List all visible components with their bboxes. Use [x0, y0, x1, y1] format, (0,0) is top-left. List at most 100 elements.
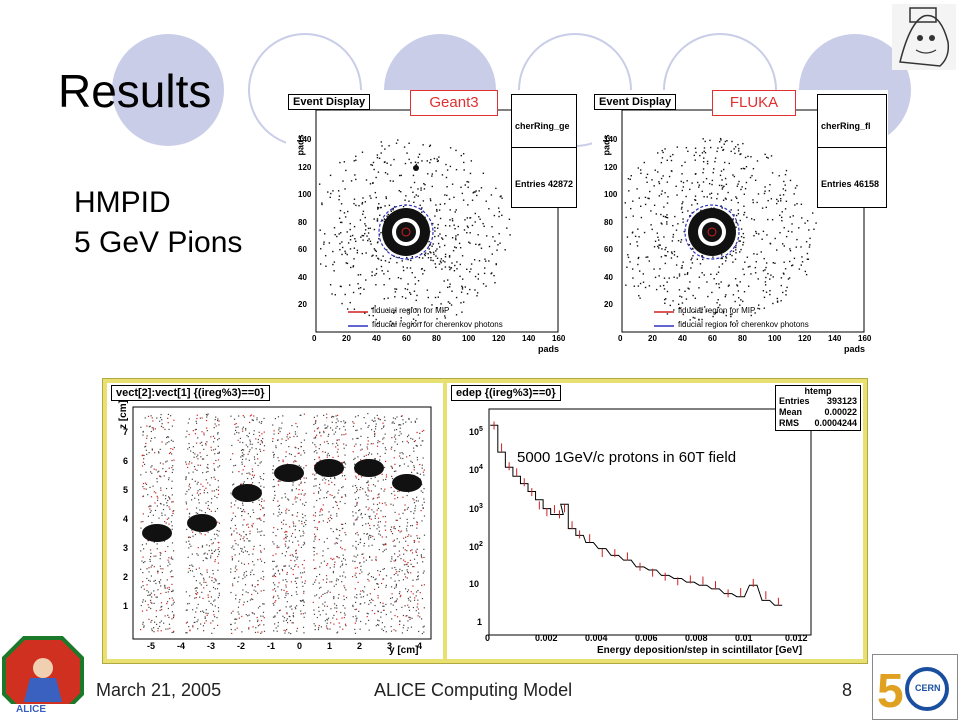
hit-point: [161, 441, 163, 443]
hit-point: [405, 615, 407, 617]
hit-point: [673, 276, 675, 278]
hit-point: [333, 564, 336, 566]
hit-point: [775, 249, 778, 251]
hit-point: [244, 511, 246, 513]
hit-point: [336, 451, 339, 453]
hit-point: [272, 465, 274, 467]
hit-point: [332, 250, 334, 253]
hit-point: [158, 475, 161, 477]
hit-point: [467, 204, 469, 206]
hit-point: [211, 490, 213, 492]
hit-point: [399, 431, 401, 433]
hit-point: [393, 470, 396, 473]
hit-point: [195, 512, 197, 514]
hit-point: [171, 525, 173, 527]
hit-point: [715, 311, 718, 314]
hit-point: [384, 260, 387, 262]
hit-point: [423, 607, 425, 609]
hit-point: [426, 160, 428, 162]
hit-point: [142, 623, 144, 625]
hit-point: [339, 428, 341, 430]
hit-point: [281, 438, 283, 440]
hit-point: [211, 577, 213, 579]
hit-point: [216, 533, 218, 535]
hit-point: [153, 602, 155, 604]
x-tick-label: -2: [237, 641, 246, 651]
hit-point: [239, 437, 242, 439]
hit-point: [185, 591, 187, 593]
hit-point: [230, 527, 232, 529]
hit-point: [336, 529, 338, 531]
hit-point: [203, 553, 205, 555]
hit-point: [711, 183, 713, 186]
hit-point: [365, 523, 367, 525]
hit-point: [342, 557, 345, 560]
hit-point: [482, 222, 484, 225]
hit-point: [470, 263, 473, 265]
hit-point: [391, 597, 394, 599]
hit-point: [302, 599, 304, 601]
hit-point: [416, 496, 418, 498]
hit-point: [205, 609, 207, 611]
hit-point: [680, 208, 683, 210]
hit-point: [684, 290, 686, 293]
hit-point: [402, 266, 405, 268]
hit-point: [342, 523, 344, 525]
hit-point: [713, 168, 715, 170]
hit-point: [407, 434, 410, 436]
hit-point: [424, 183, 426, 186]
hit-point: [330, 477, 332, 479]
hit-point: [241, 448, 244, 451]
hit-point: [423, 474, 425, 476]
hit-point: [390, 597, 392, 600]
hit-point: [259, 517, 261, 519]
hit-point: [274, 575, 277, 578]
hit-point: [338, 217, 341, 220]
hit-point: [243, 481, 245, 483]
hit-point: [332, 190, 334, 192]
hit-point: [167, 559, 169, 561]
hit-point: [234, 554, 236, 556]
hit-point: [747, 155, 749, 158]
hit-point: [422, 471, 424, 473]
hit-point: [354, 238, 356, 240]
hit-point: [378, 620, 380, 622]
hit-point: [255, 438, 257, 440]
hit-point: [722, 199, 725, 201]
hit-point: [456, 268, 458, 270]
hit-point: [384, 419, 386, 422]
hit-point: [294, 536, 297, 538]
hit-point: [247, 523, 249, 525]
hit-point: [666, 281, 668, 283]
hit-point: [735, 196, 737, 198]
hit-point: [382, 438, 384, 440]
hit-point: [356, 252, 359, 254]
hit-point: [315, 449, 317, 452]
hit-point: [295, 447, 297, 449]
hit-point: [355, 620, 357, 622]
hit-point: [804, 270, 807, 273]
hit-point: [447, 279, 449, 281]
hit-point: [249, 415, 251, 417]
hit-point: [378, 496, 380, 498]
hit-point: [258, 499, 260, 501]
hit-point: [217, 607, 220, 609]
hit-point: [207, 594, 209, 596]
hit-point: [285, 455, 287, 458]
hit-point: [193, 465, 196, 468]
hit-point: [292, 573, 294, 576]
hit-point: [237, 606, 240, 608]
hit-point: [412, 565, 414, 568]
hit-point: [273, 430, 275, 432]
hit-point: [632, 200, 634, 202]
hit-point: [315, 421, 317, 423]
hit-point: [783, 245, 785, 247]
hit-point: [194, 497, 196, 499]
x-tick-label: 0.002: [535, 633, 558, 643]
hit-point: [353, 160, 355, 162]
hit-point: [416, 527, 418, 529]
hit-point: [296, 630, 298, 632]
hit-point: [366, 482, 368, 484]
hit-point: [210, 557, 212, 559]
hit-point: [423, 548, 425, 550]
